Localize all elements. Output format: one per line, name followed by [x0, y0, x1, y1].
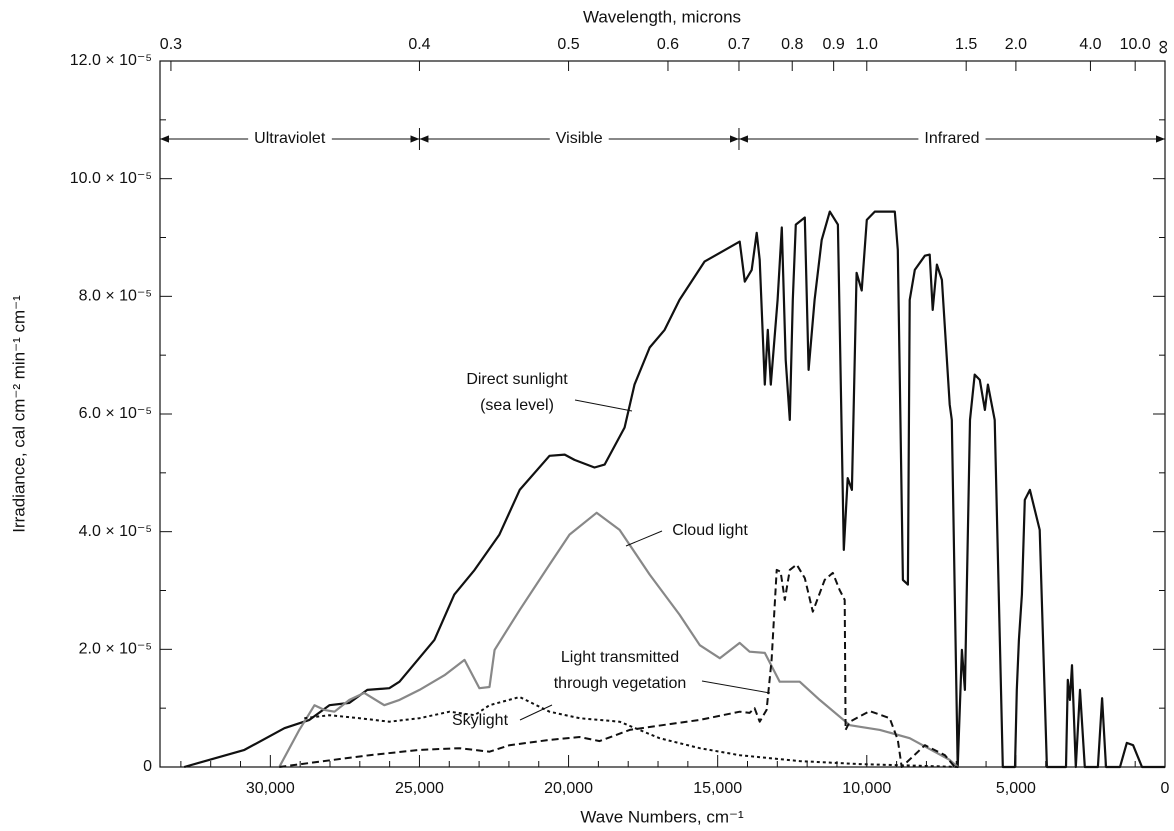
top-tick-label: 0.7: [728, 36, 750, 53]
label-leader: [574, 399, 633, 412]
top-tick-label: 10.0: [1120, 36, 1151, 53]
top-tick-label: 0.8: [781, 36, 803, 53]
series-line: [304, 696, 960, 768]
y-tick-label: 4.0 × 10⁻⁵: [79, 523, 152, 540]
x-tick-label: 30,000: [246, 780, 295, 797]
y-tick-label: 6.0 × 10⁻⁵: [79, 405, 152, 422]
series-label: through vegetation: [554, 675, 687, 692]
region-label-bg: [248, 130, 332, 148]
top-tick-label: 0.6: [657, 36, 679, 53]
y-tick-label: 10.0 × 10⁻⁵: [70, 170, 152, 187]
top-tick-label: ∞: [1153, 40, 1174, 54]
x-tick-label: 5,000: [996, 780, 1036, 797]
top-tick-label: 0.5: [557, 36, 579, 53]
y-axis-title: Irradiance, cal cm⁻² min⁻¹ cm⁻¹: [9, 295, 28, 533]
x-axis-title: Wave Numbers, cm⁻¹: [580, 807, 744, 826]
region-label: Visible: [556, 130, 603, 147]
series-label: Light transmitted: [561, 649, 679, 666]
series-label: Skylight: [452, 712, 509, 729]
region-label: Ultraviolet: [254, 130, 326, 147]
top-tick-label: 1.0: [856, 36, 878, 53]
x-tick-label: 0: [1161, 780, 1170, 797]
y-tick-label: 8.0 × 10⁻⁵: [79, 288, 152, 305]
series-line: [183, 210, 1165, 769]
x-tick-label: 10,000: [842, 780, 891, 797]
label-leader: [519, 704, 553, 721]
region-label: Infrared: [924, 130, 979, 147]
y-tick-label: 0: [143, 758, 152, 775]
top-tick-label: 4.0: [1079, 36, 1101, 53]
top-axis-title: Wavelength, microns: [583, 7, 741, 26]
series-label: Cloud light: [672, 522, 748, 539]
region-label-bg: [549, 130, 609, 148]
top-tick-label: 0.9: [823, 36, 845, 53]
x-tick-label: 25,000: [395, 780, 444, 797]
series-label: Direct sunlight: [466, 371, 568, 388]
top-tick-label: 0.4: [408, 36, 430, 53]
x-tick-label: 20,000: [544, 780, 593, 797]
top-tick-label: 0.3: [160, 36, 182, 53]
series-line: [278, 511, 959, 768]
series-label: (sea level): [480, 397, 554, 414]
label-leader: [701, 680, 771, 694]
y-tick-label: 2.0 × 10⁻⁵: [79, 641, 152, 658]
top-tick-label: 1.5: [955, 36, 977, 53]
label-leader: [625, 530, 663, 547]
series-line: [279, 563, 956, 768]
x-tick-label: 15,000: [693, 780, 742, 797]
region-label-bg: [918, 130, 986, 148]
y-tick-label: 12.0 × 10⁻⁵: [70, 52, 152, 69]
top-tick-label: 2.0: [1005, 36, 1027, 53]
